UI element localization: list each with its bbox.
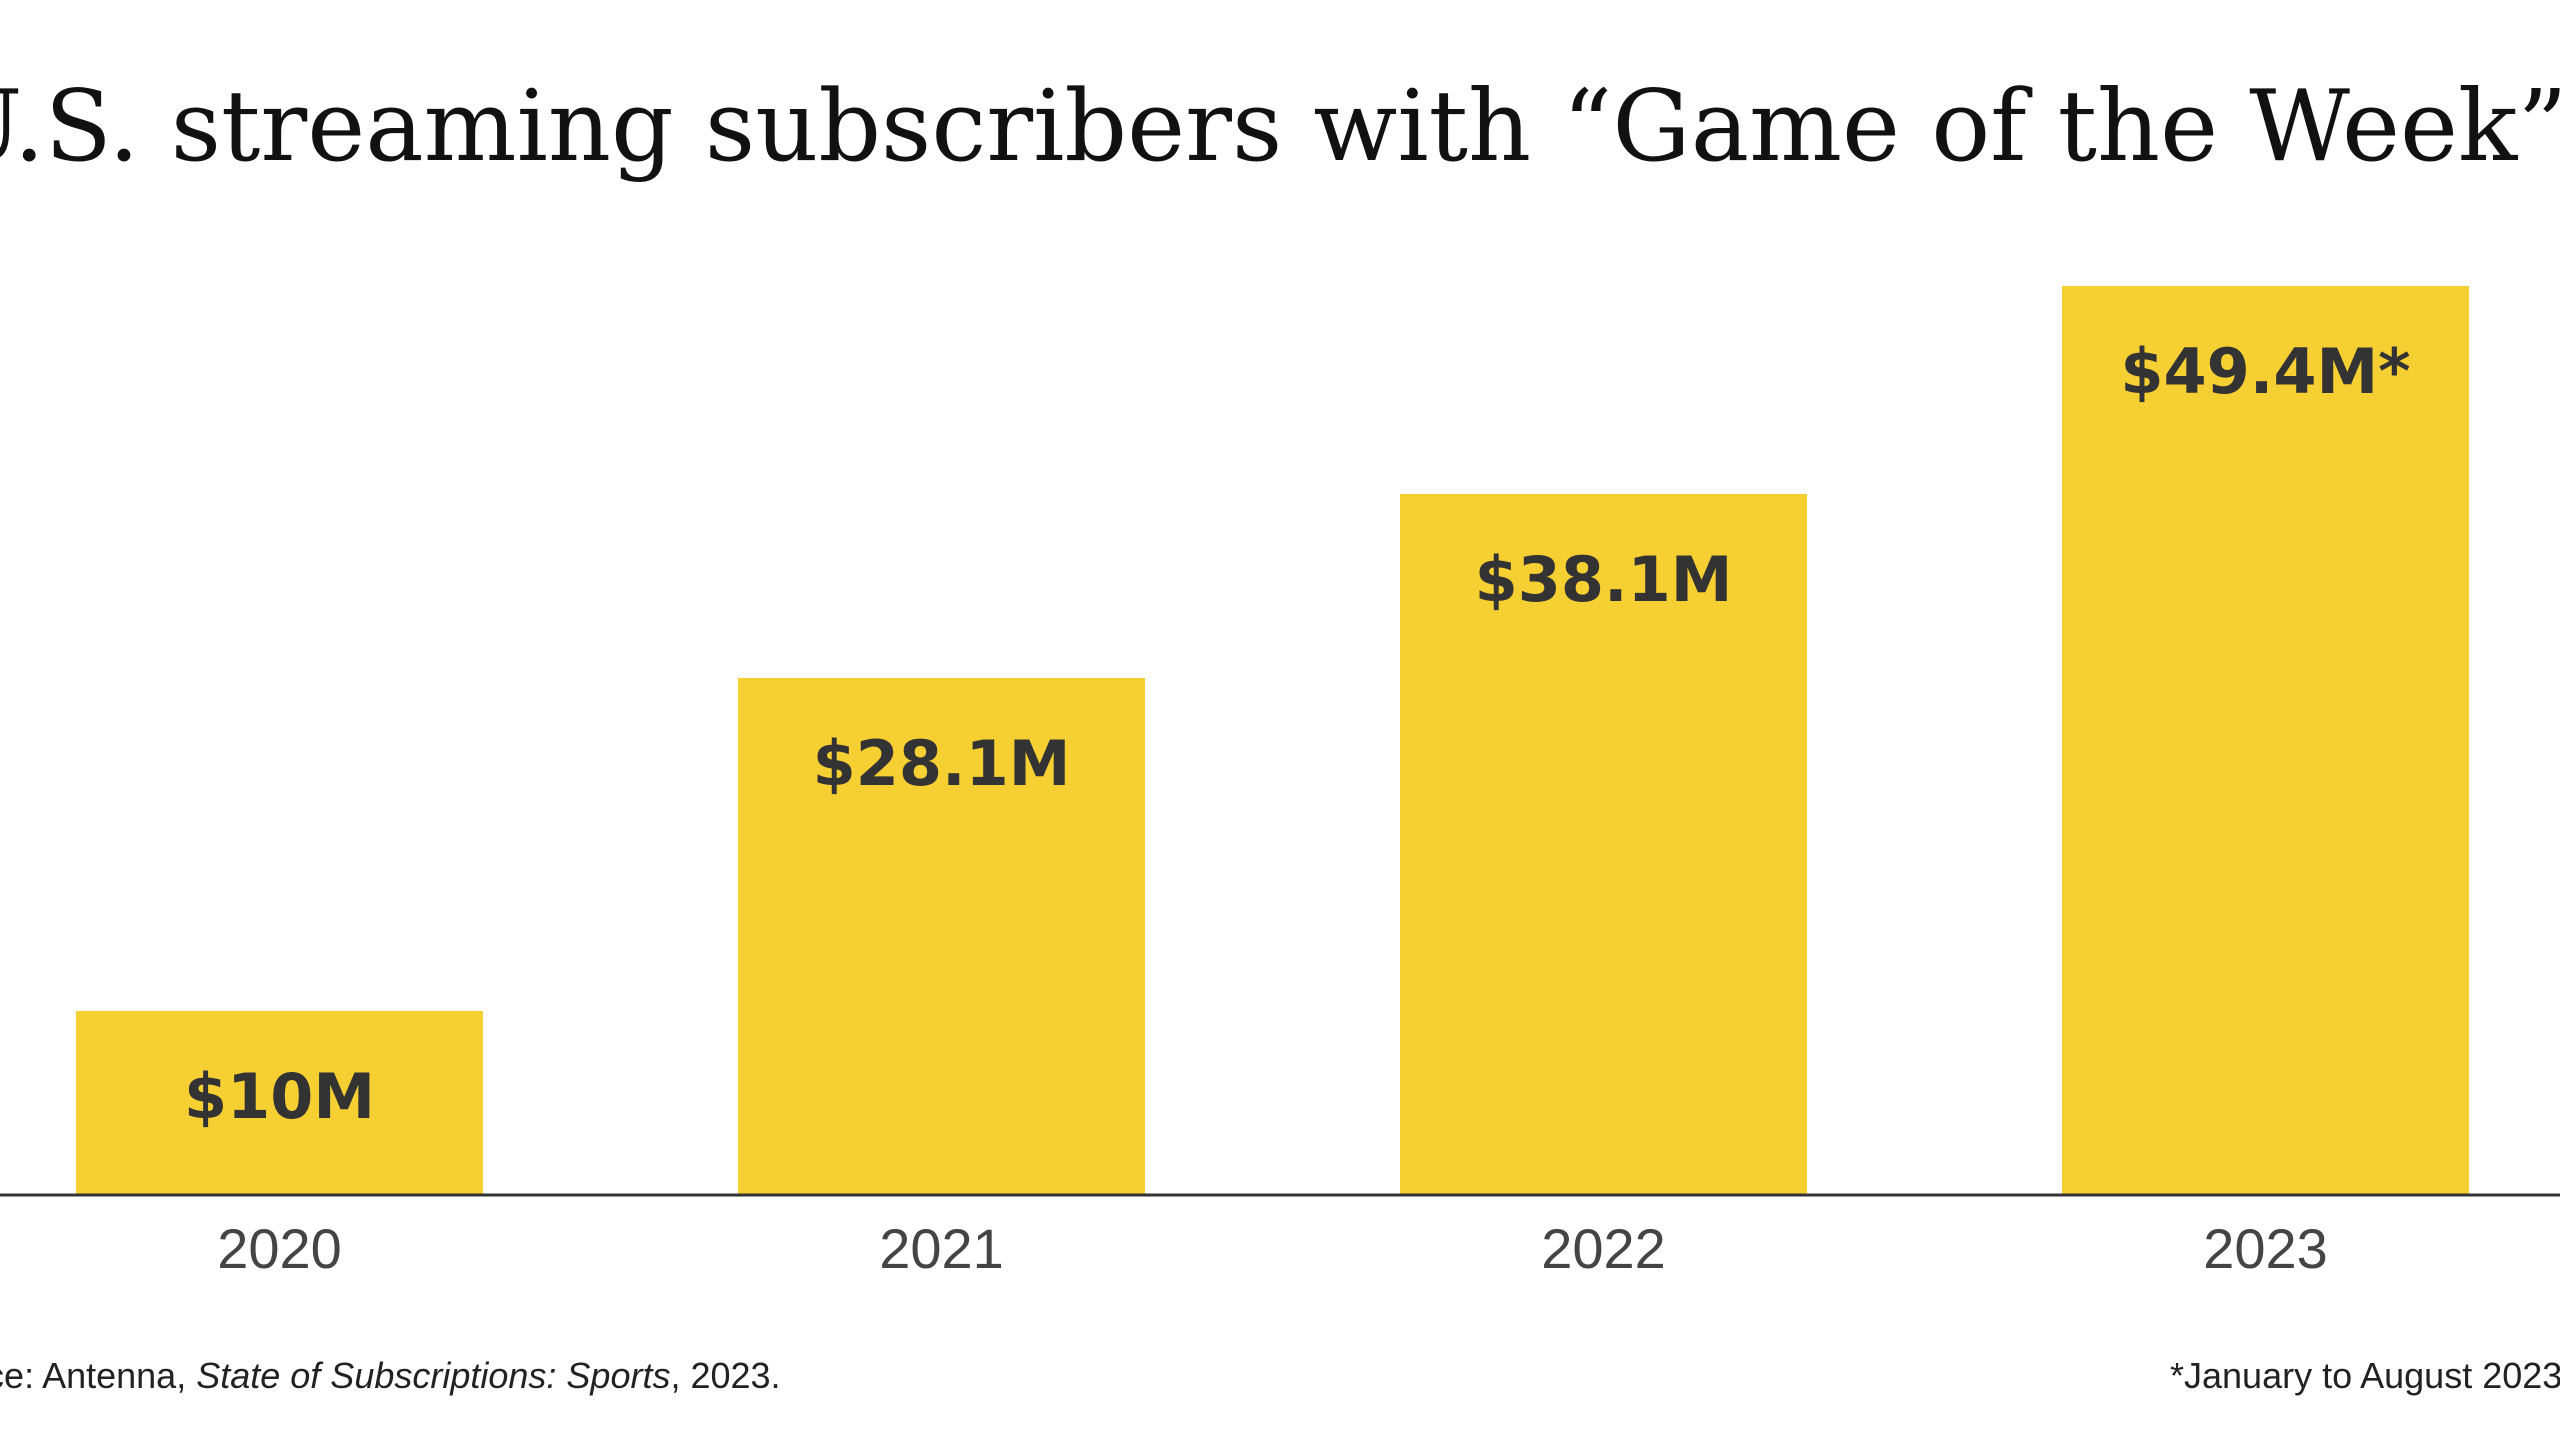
x-tick-label-2021: 2021	[879, 1217, 1004, 1280]
x-tick-label-2020: 2020	[217, 1217, 342, 1280]
x-axis-ticks: 2020 2021 2022 2023	[217, 1217, 2328, 1280]
bar-2023	[2062, 286, 2469, 1195]
source-suffix: , 2023.	[670, 1355, 780, 1396]
bar-value-label-2022: $38.1M	[1475, 543, 1733, 616]
bar-value-label-2020: $10M	[184, 1060, 375, 1133]
x-tick-label-2022: 2022	[1541, 1217, 1666, 1280]
footnote: *January to August 2023	[2170, 1355, 2560, 1396]
source-title: State of Subscriptions: Sports	[196, 1355, 670, 1396]
x-tick-label-2023: 2023	[2203, 1217, 2328, 1280]
bars-group: $10M $28.1M $38.1M $49.4M*	[76, 286, 2469, 1196]
bar-value-label-2023: $49.4M*	[2120, 335, 2410, 408]
bar-2022	[1400, 493, 1807, 1196]
bar-2021	[738, 677, 1145, 1195]
bar-2020	[76, 1011, 483, 1195]
source-note: Source: Antenna, State of Subscriptions:…	[0, 1355, 781, 1396]
chart-title: U.S. streaming subscribers with “Game of…	[0, 70, 2560, 184]
source-prefix: Source: Antenna,	[0, 1355, 196, 1396]
bar-value-label-2021: $28.1M	[813, 727, 1071, 800]
